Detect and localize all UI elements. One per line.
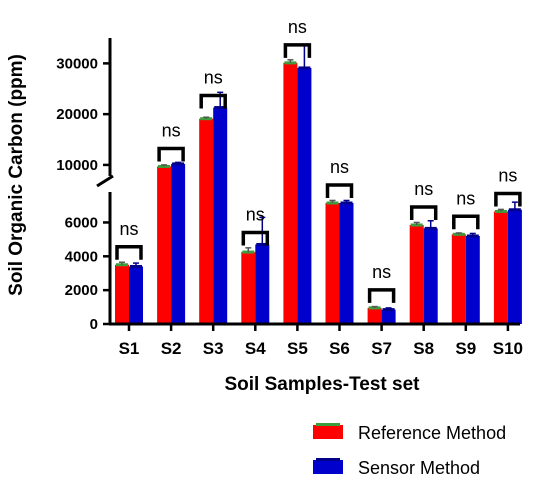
bar-reference	[493, 211, 508, 324]
legend-label-sensor: Sensor Method	[358, 458, 480, 478]
bar-reference	[325, 203, 340, 324]
bar-sensor	[339, 203, 354, 324]
x-tick-label: S6	[329, 339, 350, 358]
significance-bracket	[325, 183, 354, 198]
bar-reference	[115, 264, 129, 324]
bar-sensor	[381, 309, 396, 324]
significance-layer: ns ns ns ns ns ns ns ns ns ns	[115, 17, 522, 303]
significance-bracket	[409, 205, 438, 220]
significance-label: ns	[288, 17, 307, 37]
axes-layer	[96, 38, 520, 326]
bar-sensor	[213, 107, 228, 324]
legend-swatch-reference	[313, 425, 343, 439]
significance-label: ns	[119, 219, 138, 239]
x-tick-label: S7	[371, 339, 392, 358]
error-bars-layer	[119, 43, 518, 310]
legend-item-reference: Reference Method	[313, 423, 506, 443]
x-tick-label: S2	[161, 339, 182, 358]
y-axis-title: Soil Organic Carbon (ppm)	[6, 54, 27, 296]
bar-sensor	[297, 67, 312, 324]
y-tick-label: 4000	[65, 248, 98, 265]
x-ticks-layer: S1 S2 S3 S4 S5 S6 S7 S8 S9 S10	[119, 324, 523, 358]
significance-label: ns	[246, 204, 265, 224]
bar-sensor	[423, 228, 438, 324]
bar-reference	[451, 234, 466, 324]
bar-reference	[241, 252, 256, 324]
significance-label: ns	[414, 179, 433, 199]
significance-bracket	[241, 230, 270, 246]
significance-bracket	[115, 245, 143, 260]
y-tick-label: 0	[90, 316, 98, 333]
y-tick-label: 6000	[65, 214, 98, 231]
bar-reference	[199, 118, 214, 324]
bars-layer	[115, 61, 522, 324]
legend-item-sensor: Sensor Method	[313, 458, 480, 478]
significance-label: ns	[162, 120, 181, 140]
y-tick-label: 30000	[56, 55, 98, 72]
y-tick-label: 10000	[56, 157, 98, 174]
significance-bracket	[157, 146, 185, 162]
bar-sensor	[171, 163, 186, 324]
significance-label: ns	[456, 188, 475, 208]
x-tick-label: S5	[287, 339, 308, 358]
x-axis-title: Soil Samples-Test set	[225, 374, 421, 395]
bar-reference	[367, 307, 382, 324]
significance-label: ns	[498, 165, 517, 185]
y-ticks-layer: 0 2000 4000 6000 10000 20000 30000	[56, 55, 110, 333]
significance-label: ns	[372, 262, 391, 282]
significance-bracket	[199, 93, 227, 109]
significance-label: ns	[204, 68, 223, 88]
x-tick-label: S3	[203, 339, 224, 358]
legend: Reference Method Sensor Method	[313, 423, 506, 478]
bar-sensor	[129, 266, 143, 324]
bar-reference	[409, 225, 424, 324]
significance-bracket	[494, 191, 522, 207]
y-tick-label: 20000	[56, 106, 98, 123]
bar-reference	[283, 62, 298, 324]
bar-sensor	[465, 236, 480, 324]
y-tick-label: 2000	[65, 282, 98, 299]
bar-reference	[157, 166, 172, 324]
x-tick-label: S4	[245, 339, 266, 358]
x-tick-label: S10	[493, 339, 523, 358]
bar-sensor	[507, 209, 522, 324]
significance-bracket	[452, 214, 480, 230]
legend-label-reference: Reference Method	[358, 423, 506, 443]
x-tick-label: S1	[119, 339, 140, 358]
legend-swatch-sensor	[313, 460, 343, 474]
x-tick-label: S9	[455, 339, 476, 358]
significance-bracket	[283, 43, 312, 58]
x-tick-label: S8	[413, 339, 434, 358]
significance-label: ns	[330, 157, 349, 177]
significance-bracket	[367, 288, 396, 303]
bar-sensor	[255, 244, 270, 324]
axis-break-marks	[96, 174, 114, 195]
